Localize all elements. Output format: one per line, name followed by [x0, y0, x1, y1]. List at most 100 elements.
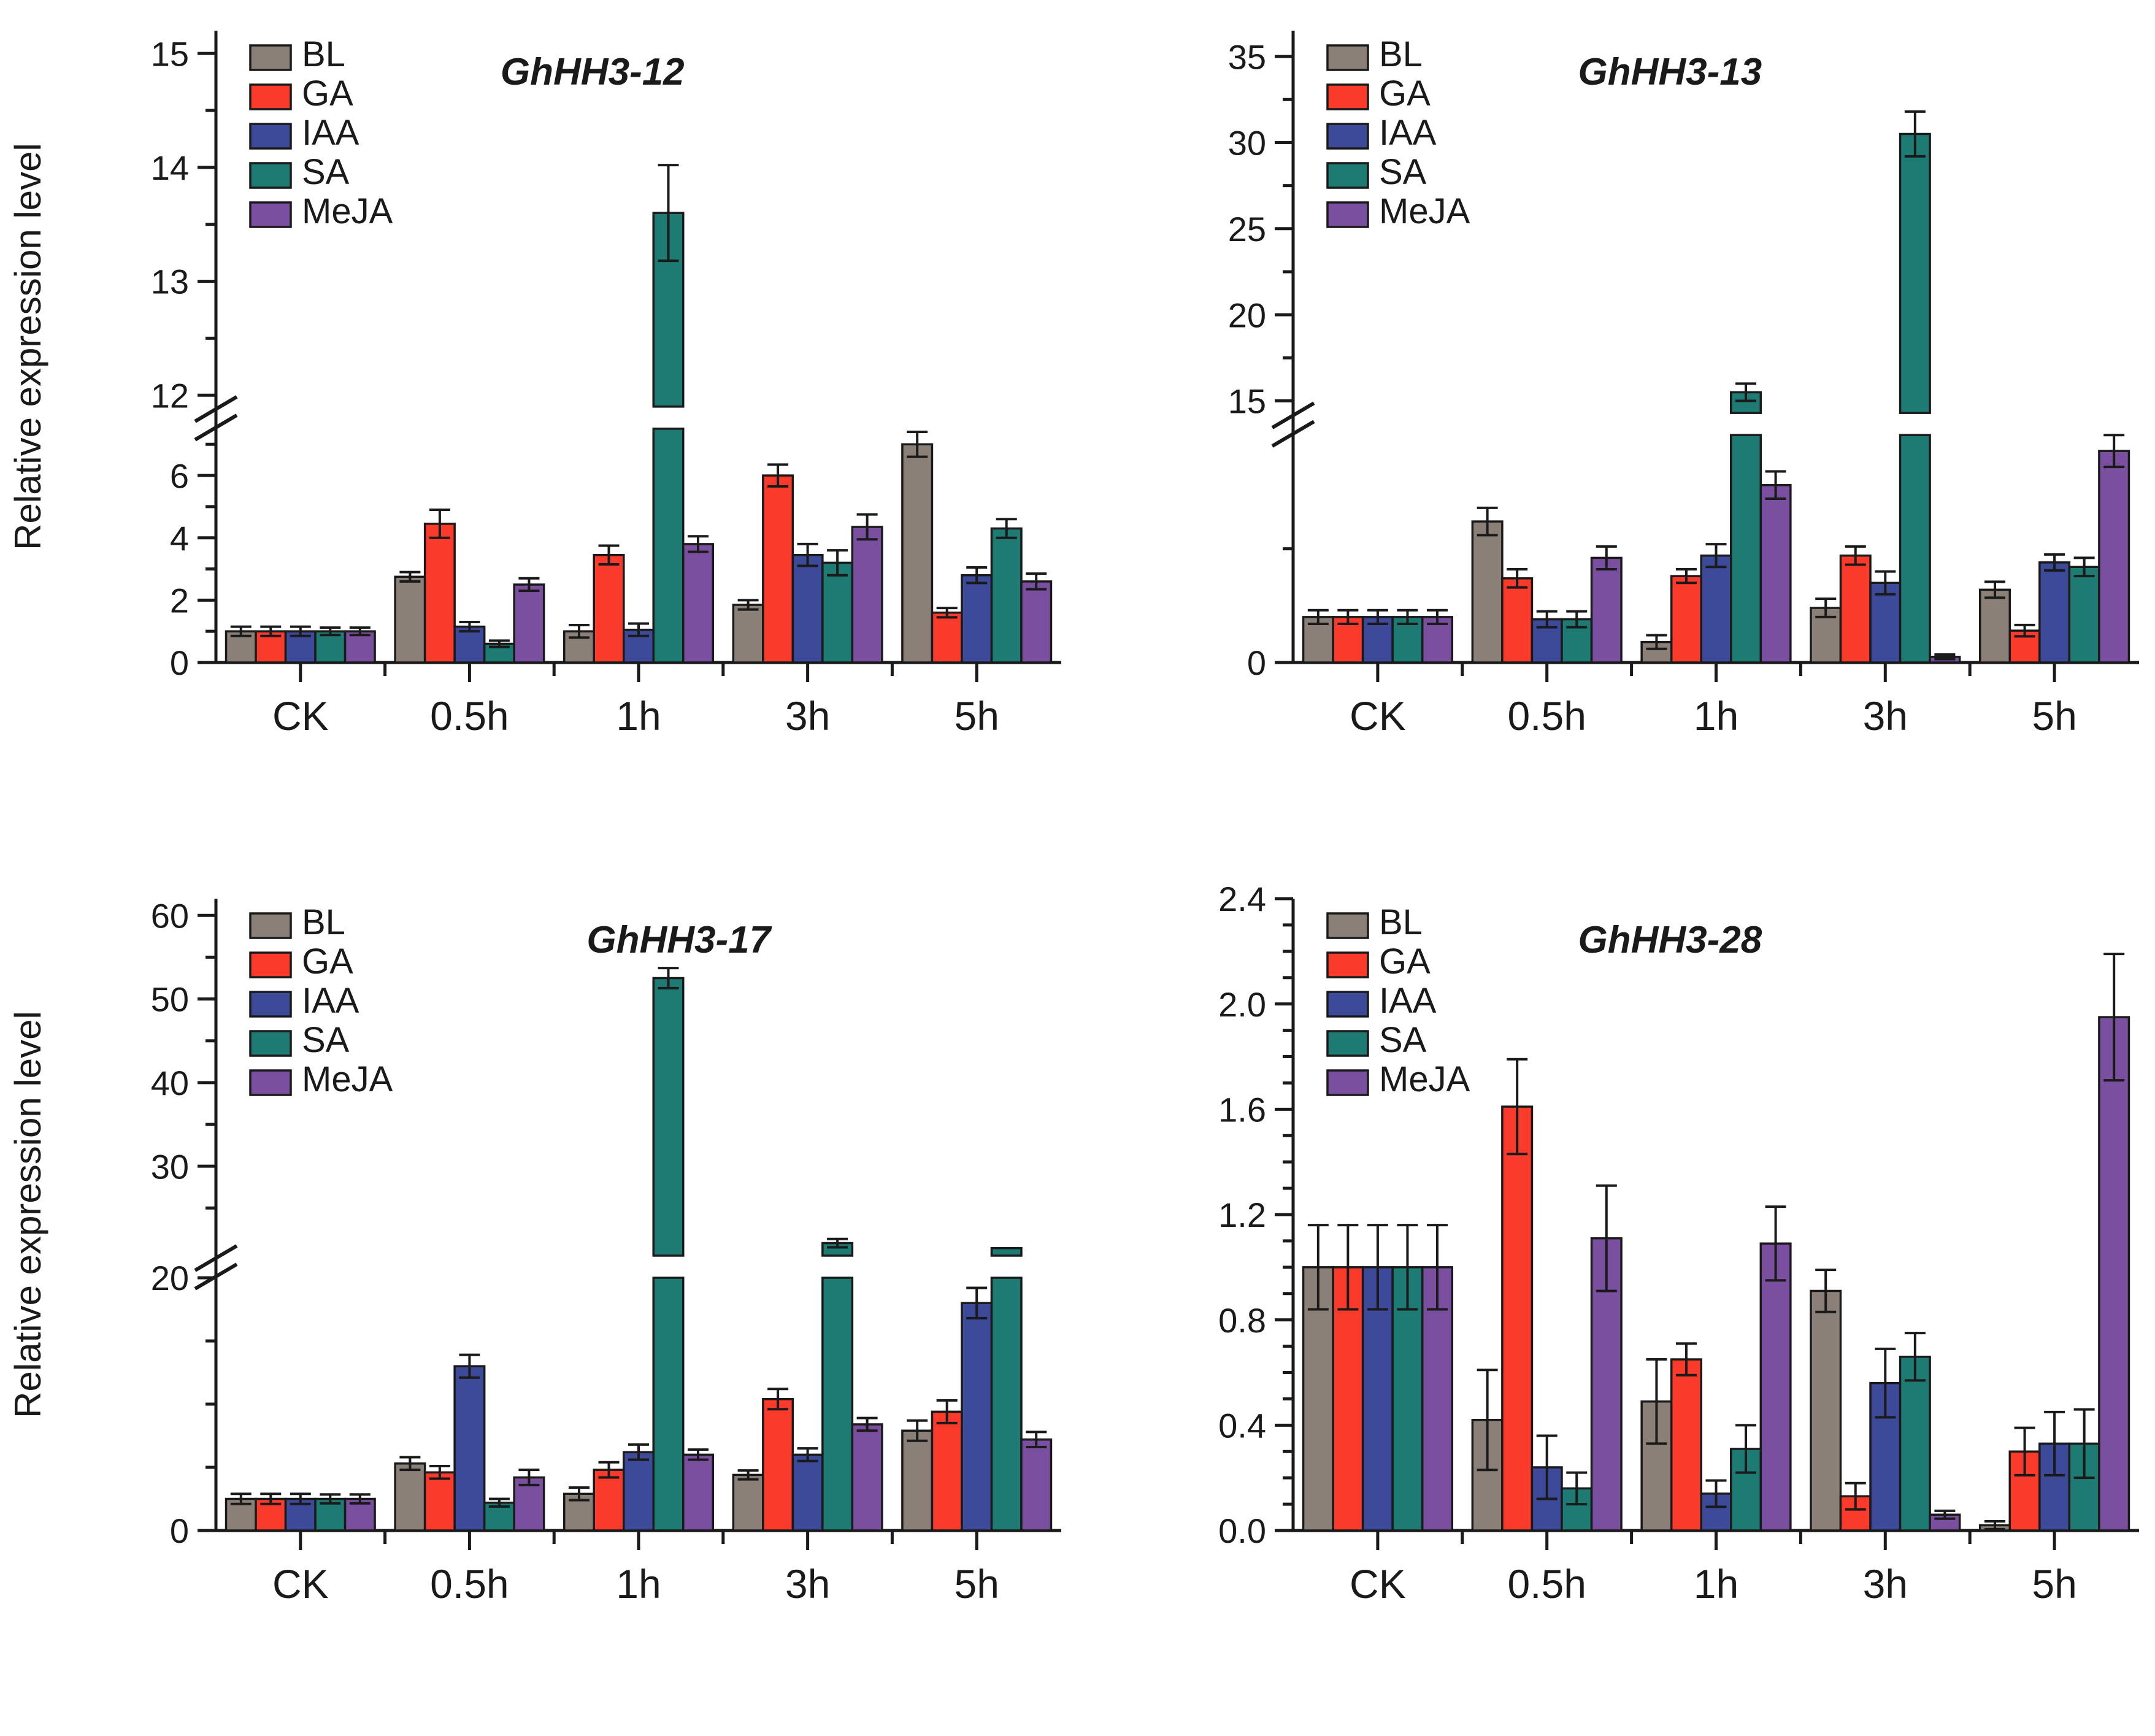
y-tick-label: 0 — [1247, 643, 1266, 682]
legend-swatch-MeJA — [249, 201, 292, 228]
legend-label: MeJA — [302, 1059, 393, 1099]
error-bar-BL-CK — [1307, 1224, 1329, 1311]
error-bar-SA-3h — [1904, 1332, 1926, 1382]
error-bar-GA-1h — [1675, 567, 1697, 585]
error-bar-GA-CK — [1337, 609, 1359, 625]
bar-cap-SA-3h — [1899, 133, 1931, 414]
error-bar-IAA-CK — [1367, 1224, 1388, 1311]
bar-GA-1h — [1670, 1358, 1702, 1532]
chart-panel-ghhh3-28: 0.0 0.4 0.8 1.2 1.6 2.0 2.4 CK 0.5h 1h 3h 5h BL GA IAA… — [1077, 868, 2155, 1736]
error-bar-BL-1h — [568, 1486, 590, 1502]
x-tick-label: 0.5h — [430, 1561, 509, 1607]
error-bar-MeJA-0.5h — [518, 1469, 540, 1486]
error-bar-SA-1h — [1735, 382, 1757, 402]
legend-item-MeJA: MeJA — [1326, 191, 1470, 231]
legend-label: BL — [302, 34, 345, 74]
legend-swatch-IAA — [249, 991, 292, 1018]
x-tick-label: CK — [1350, 1561, 1406, 1607]
chart-panel-ghhh3-12: 0 2 4 6 12 13 14 15 CK 0.5h 1h 3h 5h BL GA IAA SA MeJA GhH… — [0, 0, 1077, 868]
error-bar-BL-1h — [568, 624, 590, 639]
error-bar-IAA-1h — [1705, 543, 1727, 569]
legend-label: SA — [1379, 1020, 1427, 1060]
y-tick-label: 15 — [1228, 382, 1266, 421]
x-tick-label: CK — [272, 1561, 329, 1607]
error-bar-IAA-0.5h — [459, 1353, 480, 1379]
error-bar-BL-0.5h — [1477, 506, 1498, 537]
bar-SA-3h — [821, 1277, 854, 1532]
axis-break-mark — [194, 413, 238, 442]
error-bar-BL-3h — [1815, 597, 1837, 618]
bar-BL-3h — [732, 604, 764, 664]
error-bar-MeJA-CK — [1426, 1224, 1448, 1311]
bar-IAA-5h — [2038, 561, 2071, 664]
legend-swatch-GA — [1326, 83, 1369, 110]
error-bar-IAA-0.5h — [1536, 610, 1558, 629]
legend-swatch-BL — [1326, 44, 1369, 71]
error-bar-SA-1h — [1735, 1424, 1757, 1474]
y-tick-label: 12 — [151, 376, 189, 415]
legend-swatch-SA — [1326, 1030, 1369, 1057]
bar-MeJA-1h — [1759, 1242, 1792, 1532]
legend-swatch-GA — [1326, 951, 1369, 978]
y-tick-label: 0.4 — [1218, 1406, 1266, 1445]
legend-label: BL — [1379, 902, 1423, 942]
legend-item-SA: SA — [249, 1020, 350, 1060]
bar-IAA-0.5h — [453, 1365, 486, 1532]
error-bar-SA-0.5h — [488, 639, 510, 648]
legend-swatch-GA — [249, 83, 292, 110]
y-tick-label: 60 — [151, 896, 189, 935]
y-tick-label: 0 — [170, 1511, 189, 1550]
bar-BL-0.5h — [394, 1462, 426, 1532]
error-bar-SA-0.5h — [1566, 1471, 1588, 1506]
error-bar-GA-5h — [936, 607, 958, 619]
bar-MeJA-5h — [1020, 580, 1053, 664]
bar-MeJA-5h — [1020, 1438, 1053, 1532]
bar-BL-0.5h — [1471, 520, 1504, 664]
error-bar-GA-0.5h — [1507, 1058, 1528, 1156]
bar-GA-0.5h — [1501, 1105, 1534, 1532]
error-bar-IAA-1h — [628, 622, 649, 637]
bar-GA-CK — [1332, 1266, 1364, 1532]
error-bar-MeJA-0.5h — [1596, 1184, 1617, 1292]
legend-swatch-IAA — [1326, 123, 1369, 150]
y-tick-label: 0.0 — [1218, 1511, 1266, 1550]
error-bar-BL-3h — [1815, 1269, 1837, 1313]
legend-swatch-MeJA — [249, 1069, 292, 1096]
bar-SA-1h — [652, 428, 685, 664]
y-tick-label: 30 — [151, 1147, 189, 1186]
legend-item-BL: BL — [249, 34, 345, 74]
bar-SA-1h — [1730, 434, 1762, 664]
legend-swatch-SA — [249, 1030, 292, 1057]
x-tick-label: 3h — [785, 693, 830, 739]
legend-swatch-IAA — [1326, 991, 1369, 1018]
bar-IAA-3h — [791, 1453, 824, 1532]
bar-SA-5h — [990, 527, 1023, 664]
error-bar-SA-0.5h — [488, 1497, 510, 1508]
bar-MeJA-5h — [2098, 1016, 2130, 1532]
x-tick-label: 5h — [2032, 1561, 2076, 1607]
bar-IAA-3h — [1869, 582, 1902, 664]
bar-MeJA-5h — [2098, 450, 2130, 664]
error-bar-BL-3h — [737, 1469, 759, 1481]
error-bar-BL-CK — [230, 625, 252, 637]
error-bar-MeJA-1h — [1765, 1205, 1786, 1282]
y-tick-label: 6 — [170, 456, 189, 495]
y-tick-label: 13 — [151, 263, 189, 301]
error-bar-BL-0.5h — [1477, 1369, 1498, 1472]
legend-swatch-BL — [249, 44, 292, 71]
error-bar-SA-CK — [1397, 1224, 1418, 1311]
error-bar-GA-0.5h — [1507, 567, 1528, 589]
error-bar-GA-5h — [2014, 1426, 2035, 1477]
y-tick-label: 0 — [170, 643, 189, 682]
legend-label: BL — [1379, 34, 1423, 74]
error-bar-IAA-5h — [2044, 553, 2065, 572]
bar-SA-1h — [652, 1277, 685, 1532]
bar-SA-5h — [990, 1277, 1023, 1532]
bar-GA-0.5h — [423, 1471, 456, 1532]
legend-item-BL: BL — [1326, 34, 1423, 74]
y-tick-label: 30 — [1228, 124, 1266, 163]
bar-cap-SA-5h — [990, 1246, 1023, 1257]
bar-GA-5h — [931, 1410, 963, 1532]
